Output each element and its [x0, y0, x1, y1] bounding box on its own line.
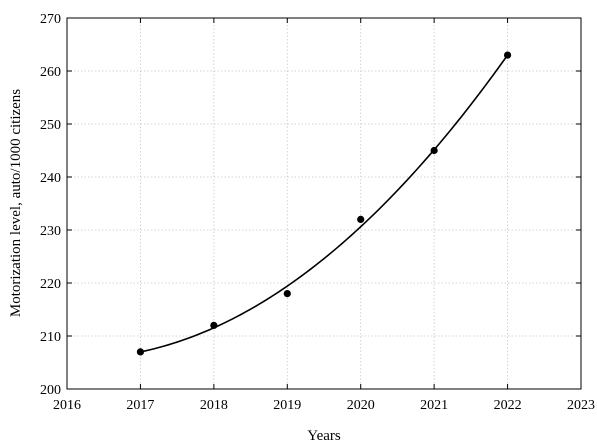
x-tick-label-2017: 2017 — [126, 398, 154, 413]
x-tick-label-2021: 2021 — [420, 398, 448, 413]
y-tick-label-200: 200 — [40, 383, 61, 398]
data-point-2022 — [503, 51, 512, 59]
data-point-2021 — [430, 146, 438, 155]
x-axis-label: Years — [307, 428, 341, 444]
y-axis-label: Motorization level, auto/1000 citizens — [8, 89, 24, 317]
x-tick-label-2018: 2018 — [200, 398, 228, 413]
axis-ticks — [66, 17, 582, 390]
x-tick-label-2023: 2023 — [567, 398, 595, 413]
x-tick-label-2016: 2016 — [53, 398, 81, 413]
axis-tick-labels: 2016 2017 2018 2019 2020 2021 2022 2023 200 210 22… — [40, 12, 595, 413]
y-tick-label-240: 240 — [40, 171, 61, 186]
y-tick-label-230: 230 — [40, 224, 61, 239]
y-tick-label-270: 270 — [40, 12, 61, 27]
data-point-2020 — [357, 215, 365, 223]
y-tick-label-220: 220 — [40, 277, 61, 292]
data-point-2019 — [283, 290, 291, 298]
plot-area-frame — [66, 17, 582, 390]
x-tick-label-2022: 2022 — [494, 398, 522, 413]
y-tick-label-260: 260 — [40, 65, 61, 80]
data-point-2017 — [136, 348, 145, 356]
x-tick-label-2019: 2019 — [273, 398, 301, 413]
data-points — [136, 51, 512, 356]
x-tick-label-2020: 2020 — [347, 398, 375, 413]
data-point-2018 — [210, 321, 218, 329]
fit-curve — [140, 54, 509, 353]
y-tick-label-250: 250 — [40, 118, 61, 133]
y-tick-label-210: 210 — [40, 330, 61, 345]
grid — [67, 18, 581, 389]
